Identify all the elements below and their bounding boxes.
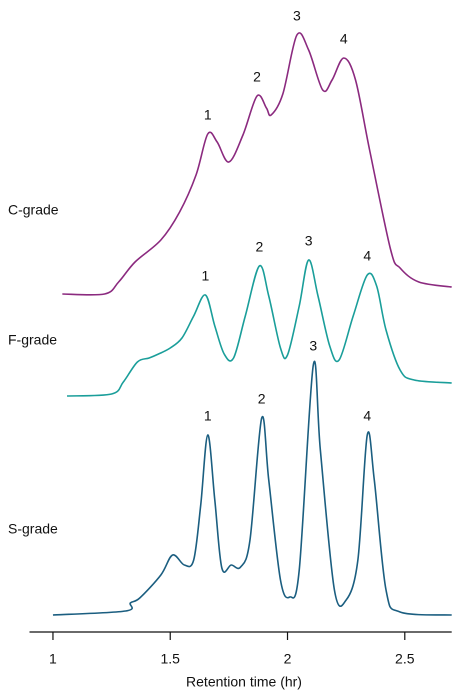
peak-label: 4 xyxy=(363,408,371,424)
x-tick-label: 1.5 xyxy=(160,651,180,667)
series-label: F-grade xyxy=(8,332,57,348)
peak-label: 1 xyxy=(202,268,210,284)
x-axis-label: Retention time (hr) xyxy=(186,674,302,690)
peak-label: 1 xyxy=(204,408,212,424)
x-tick-label: 2 xyxy=(284,651,292,667)
peak-label: 3 xyxy=(293,8,301,24)
peak-label: 3 xyxy=(309,338,317,354)
trace xyxy=(52,360,452,616)
peak-label: 2 xyxy=(253,69,261,85)
peak-label: 2 xyxy=(258,391,266,407)
peak-label: 2 xyxy=(255,239,263,255)
x-tick-label: 1 xyxy=(49,651,57,667)
peak-label: 4 xyxy=(363,248,371,264)
trace xyxy=(62,32,452,296)
peak-label: 3 xyxy=(305,233,313,249)
x-tick-label: 2.5 xyxy=(395,651,415,667)
series-label: S-grade xyxy=(8,521,58,537)
peak-label: 1 xyxy=(204,107,212,123)
peak-label: 4 xyxy=(340,31,348,47)
series-label: C-grade xyxy=(8,202,59,218)
trace xyxy=(66,259,452,397)
